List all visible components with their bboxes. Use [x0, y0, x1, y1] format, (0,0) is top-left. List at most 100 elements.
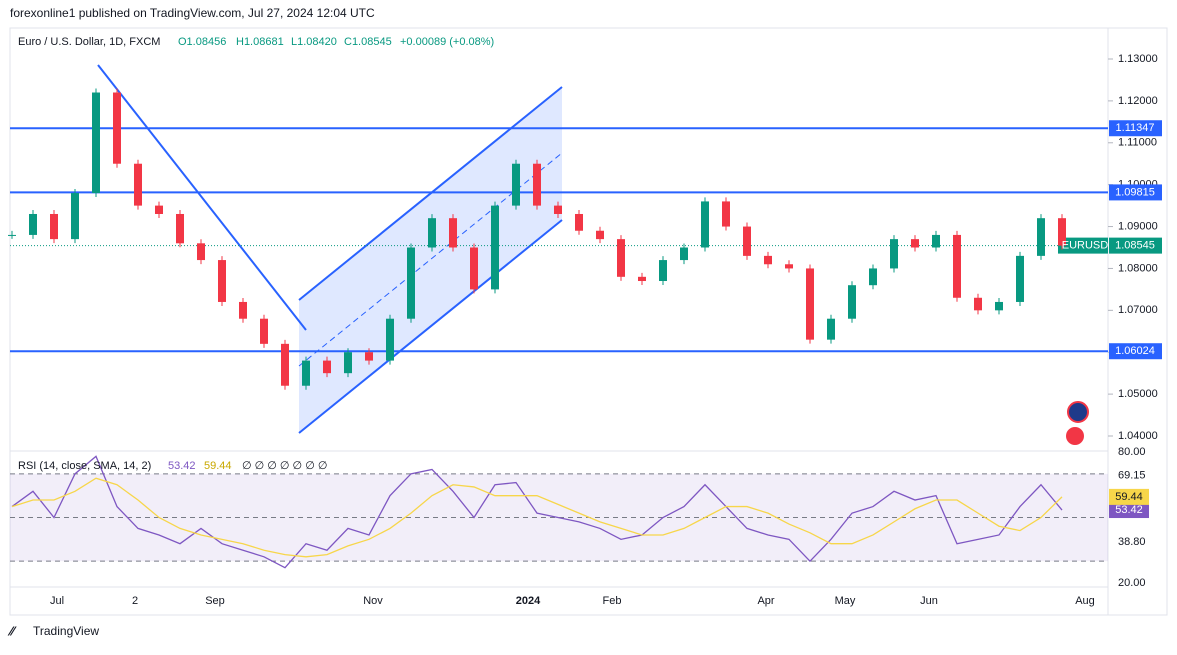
candle-body	[8, 234, 16, 236]
candle-body	[953, 234, 961, 298]
candle-body	[680, 247, 688, 261]
candle-body	[113, 92, 121, 164]
candle-body	[869, 268, 877, 286]
rsi-tick-label: 20.00	[1118, 577, 1146, 589]
candle-body	[365, 352, 373, 361]
candle-body	[701, 201, 709, 248]
candle-body	[1058, 218, 1066, 246]
candle-body	[911, 239, 919, 248]
change: +0.00089 (+0.08%)	[400, 36, 494, 48]
candle-body	[659, 260, 667, 282]
y-tick-label: 1.05000	[1118, 388, 1158, 400]
rsi-flags: ∅ ∅ ∅ ∅ ∅ ∅ ∅	[242, 460, 327, 472]
candle-body	[806, 268, 814, 340]
x-tick-label: Aug	[1075, 595, 1095, 607]
candle-body	[302, 360, 310, 386]
x-tick-label: Apr	[757, 595, 774, 607]
rsi-badge-label: 59.44	[1115, 491, 1143, 503]
sma-legend-value: 59.44	[204, 460, 232, 472]
symbol-badge-text: EURUSD	[1062, 240, 1109, 252]
candle-body	[92, 92, 100, 194]
candle-body	[386, 318, 394, 361]
rsi-badge-label: 53.42	[1115, 504, 1143, 516]
rsi-legend-value: 53.42	[168, 460, 196, 472]
candle-body	[239, 301, 247, 319]
rsi-badge	[1109, 488, 1149, 505]
x-tick-label: Nov	[363, 595, 383, 607]
candle-body	[596, 230, 604, 240]
candle-body	[890, 239, 898, 269]
candle-body	[281, 343, 289, 386]
y-tick-label: 1.13000	[1118, 53, 1158, 65]
rsi-tick-label: 80.00	[1118, 446, 1146, 458]
candle-body	[932, 234, 940, 248]
x-tick-label: 2024	[516, 595, 541, 607]
channel-fill	[299, 87, 562, 433]
candle-body	[155, 205, 163, 214]
level-label: 1.11347	[1116, 122, 1155, 134]
y-tick-label: 1.08000	[1118, 262, 1158, 274]
level-badge	[1109, 184, 1162, 201]
candle-body	[71, 193, 79, 240]
y-tick-label: 1.07000	[1118, 304, 1158, 316]
eu-flag-icon	[1067, 401, 1089, 423]
published: forexonline1 published on TradingView.co…	[10, 6, 375, 20]
candle-body	[449, 218, 457, 248]
price-badge	[1109, 237, 1162, 254]
candle-body	[575, 213, 583, 231]
level-label: 1.09815	[1115, 186, 1155, 198]
y-tick-label: 1.04000	[1118, 430, 1158, 442]
x-tick-label: Sep	[205, 595, 225, 607]
x-tick-label: Jul	[50, 595, 64, 607]
symbol: Euro / U.S. Dollar, 1D, FXCM	[18, 36, 160, 48]
level-badge	[1109, 120, 1162, 137]
candle-body	[848, 285, 856, 319]
candle-body	[176, 213, 184, 244]
footer-brand: TradingView	[33, 624, 99, 638]
candle-body	[785, 264, 793, 269]
candle-body	[260, 318, 268, 344]
footer-logo: ⁄⁄	[7, 623, 17, 638]
candle-body	[722, 201, 730, 227]
trend-line	[97, 64, 307, 331]
us-flag-icon	[1064, 425, 1086, 447]
close: C1.08545	[344, 36, 392, 48]
candle-body	[29, 213, 37, 235]
candle-body	[512, 163, 520, 206]
candle-body	[974, 297, 982, 311]
candle-body	[134, 163, 142, 206]
level-label: 1.06024	[1115, 345, 1155, 357]
rsi-badge	[1109, 502, 1149, 519]
candle-body	[344, 352, 352, 374]
y-tick-label: 1.11000	[1118, 137, 1157, 149]
candle-body	[1037, 218, 1045, 256]
candle-body	[995, 301, 1003, 311]
x-tick-label: Jun	[920, 595, 938, 607]
low: L1.08420	[291, 36, 337, 48]
level-badge	[1109, 343, 1162, 360]
rsi-tick-label: 38.80	[1118, 536, 1146, 548]
candle-body	[554, 205, 562, 214]
candle-body	[323, 360, 331, 374]
candle-body	[407, 247, 415, 319]
candle-body	[827, 318, 835, 340]
channel-lower	[298, 219, 563, 434]
rsi-legend: RSI (14, close, SMA, 14, 2)	[18, 460, 151, 472]
y-tick-label: 1.12000	[1118, 95, 1158, 107]
candle-body	[617, 239, 625, 277]
candle-body	[197, 243, 205, 261]
rsi-line	[11, 455, 1063, 569]
candle-body	[428, 218, 436, 248]
candle-body	[743, 226, 751, 256]
rsi-tick-label: 69.15	[1118, 470, 1146, 482]
x-tick-label: 2	[132, 595, 138, 607]
candle-body	[764, 255, 772, 265]
candle-body	[638, 276, 646, 282]
symbol-badge	[1058, 237, 1108, 254]
candle-body	[491, 205, 499, 290]
candle-body	[470, 247, 478, 290]
x-tick-label: Feb	[603, 595, 622, 607]
open: O1.08456	[178, 36, 226, 48]
